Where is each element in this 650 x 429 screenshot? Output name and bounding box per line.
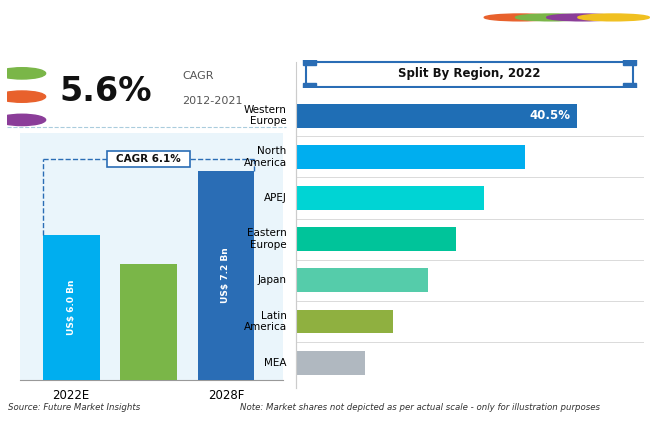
Bar	[623, 59, 636, 65]
Text: fmi: fmi	[533, 33, 566, 51]
FancyBboxPatch shape	[306, 62, 633, 87]
Circle shape	[0, 91, 46, 102]
Text: Processing Market Analysis 2022-2028: Processing Market Analysis 2022-2028	[10, 42, 318, 55]
Bar	[296, 351, 365, 375]
Bar	[296, 269, 428, 292]
Text: 2012-2021: 2012-2021	[183, 96, 243, 106]
Circle shape	[0, 114, 46, 126]
Text: Note: Market shares not depicted as per actual scale - only for illustration pur: Note: Market shares not depicted as per …	[240, 404, 601, 412]
Bar	[304, 59, 316, 65]
Bar	[296, 227, 456, 251]
Bar	[120, 263, 177, 380]
Text: Future Market Insights: Future Market Insights	[519, 57, 579, 62]
Text: US$ 6.0 Bn: US$ 6.0 Bn	[66, 279, 75, 335]
Circle shape	[547, 14, 618, 21]
Text: US$ 7.2 Bn: US$ 7.2 Bn	[222, 247, 231, 303]
Bar	[304, 83, 316, 89]
Text: Source: Future Market Insights: Source: Future Market Insights	[8, 404, 140, 412]
Bar	[43, 235, 99, 380]
Circle shape	[484, 14, 556, 21]
Circle shape	[515, 14, 587, 21]
Bar	[296, 145, 525, 169]
Circle shape	[578, 14, 649, 21]
Bar	[296, 310, 393, 333]
Text: Split By Region, 2022: Split By Region, 2022	[398, 67, 541, 80]
Bar	[296, 104, 577, 127]
Text: CAGR 6.1%: CAGR 6.1%	[116, 154, 181, 164]
Text: 5.6%: 5.6%	[60, 76, 152, 109]
Text: Global  Measurement Technology in Downstream: Global Measurement Technology in Downstr…	[10, 13, 399, 27]
Circle shape	[0, 68, 46, 79]
Text: 40.5%: 40.5%	[530, 109, 571, 122]
Bar	[198, 171, 254, 380]
FancyBboxPatch shape	[107, 151, 190, 167]
Bar	[623, 83, 636, 89]
Bar	[296, 186, 484, 210]
Text: CAGR: CAGR	[183, 71, 214, 81]
